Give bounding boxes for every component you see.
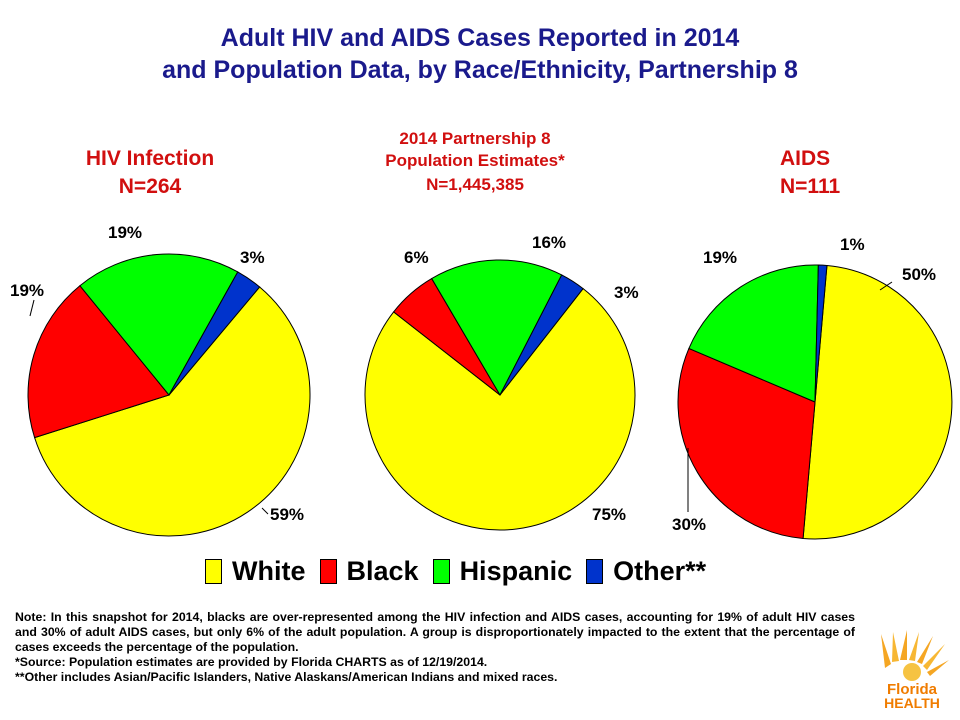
- hiv-slice-other: [168, 271, 261, 396]
- population-label-hispanic: 16%: [532, 233, 566, 252]
- logo-text-florida: Florida: [887, 681, 938, 698]
- legend-swatch-hispanic: [432, 558, 450, 584]
- aids-slice-other: [814, 264, 828, 403]
- florida-health-logo: Florida HEALTH: [875, 630, 949, 710]
- legend-item-hispanic: Hispanic: [432, 555, 573, 587]
- aids-chart-count: N=111: [780, 175, 841, 198]
- aids-label-black: 30%: [672, 515, 706, 534]
- legend-item-other: Other**: [586, 556, 706, 587]
- aids-slice-hispanic: [688, 264, 819, 403]
- legend-swatch-black: [319, 558, 337, 584]
- hiv-chart-title: HIV Infection: [85, 147, 215, 170]
- population-slice-other: [499, 274, 584, 396]
- note-text: Note: In this snapshot for 2014, blacks …: [15, 610, 855, 654]
- population-label-white: 75%: [592, 505, 626, 524]
- aids-slice-black: [677, 347, 816, 540]
- population-pie: 75% 6% 16% 3%: [364, 233, 639, 531]
- aids-label-white: 50%: [902, 265, 936, 284]
- population-chart-heading: 2014 Partnership 8 Population Estimates*…: [340, 128, 610, 198]
- legend-item-white: White: [205, 556, 306, 587]
- legend-label-black: Black: [346, 555, 419, 586]
- hiv-leader-black: [29, 299, 35, 317]
- sun-rays-icon: [881, 630, 949, 681]
- aids-pie: 50% 30% 19% 1%: [672, 235, 953, 540]
- legend-swatch-white: [205, 558, 222, 584]
- legend: White Black Hispanic Other**: [205, 553, 720, 589]
- legend-label-other: Other**: [613, 555, 707, 586]
- aids-slice-white: [802, 264, 953, 540]
- hiv-chart-heading: HIV Infection N=264: [50, 145, 250, 201]
- population-chart-count: N=1,445,385: [426, 175, 524, 194]
- hiv-label-white: 59%: [270, 505, 304, 524]
- aids-chart-heading: AIDS N=111: [780, 145, 860, 201]
- title-line-2: and Population Data, by Race/Ethnicity, …: [162, 56, 798, 84]
- legend-item-black: Black: [319, 555, 419, 587]
- pie-charts: 59% 19% 19% 3% 75% 6% 16% 3% 50% 30% 19% 1%: [10, 223, 953, 540]
- hiv-label-other: 3%: [240, 248, 265, 267]
- aids-label-hispanic: 19%: [703, 248, 737, 267]
- footnotes: Note: In this snapshot for 2014, blacks …: [15, 610, 855, 685]
- aids-chart-title: AIDS: [780, 147, 831, 170]
- population-slice-hispanic: [431, 259, 563, 397]
- title-line-1: Adult HIV and AIDS Cases Reported in 201…: [220, 24, 740, 52]
- hiv-label-black: 19%: [10, 281, 44, 300]
- other-note: **Other includes Asian/Pacific Islanders…: [15, 670, 558, 684]
- source-note: *Source: Population estimates are provid…: [15, 655, 488, 669]
- aids-leader-white: [879, 281, 893, 291]
- hiv-slice-black: [27, 285, 170, 439]
- population-label-other: 3%: [614, 283, 639, 302]
- population-chart-title: 2014 Partnership 8: [399, 129, 551, 148]
- hiv-slice-hispanic: [79, 253, 239, 396]
- logo-text-health: HEALTH: [884, 695, 940, 710]
- population-chart-title-2: Population Estimates*: [385, 151, 565, 170]
- population-label-black: 6%: [404, 248, 429, 267]
- legend-swatch-other: [586, 558, 604, 584]
- hiv-chart-count: N=264: [118, 175, 182, 198]
- legend-label-white: White: [232, 555, 306, 586]
- legend-label-hispanic: Hispanic: [459, 555, 573, 586]
- hiv-leader-white: [261, 507, 269, 515]
- chart-title: Adult HIV and AIDS Cases Reported in 201…: [0, 22, 960, 86]
- hiv-label-hispanic: 19%: [108, 223, 142, 242]
- hiv-slice-white: [33, 286, 311, 537]
- population-slice-white: [364, 287, 636, 531]
- hiv-pie: 59% 19% 19% 3%: [10, 223, 311, 537]
- aids-label-other: 1%: [840, 235, 865, 254]
